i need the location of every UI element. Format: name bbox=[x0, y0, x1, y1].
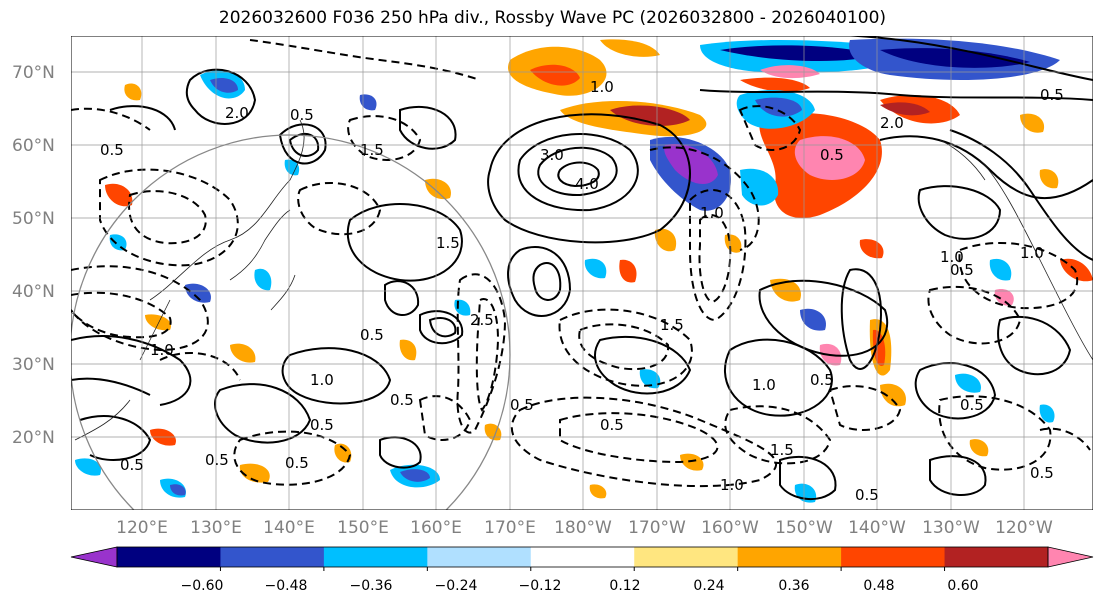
contour-label: 0.5 bbox=[360, 326, 384, 344]
colorbar-segment bbox=[427, 547, 532, 567]
lon-label: 150°E bbox=[337, 518, 389, 538]
colorbar-border bbox=[116, 546, 1049, 568]
colorbar-segment bbox=[530, 547, 635, 567]
lat-label-40: 40°N bbox=[12, 282, 55, 302]
lon-label: 160°W bbox=[701, 518, 759, 538]
contour-label: 0.5 bbox=[310, 416, 334, 434]
contour-label: 0.5 bbox=[810, 371, 834, 389]
contour-label: 0.5 bbox=[1040, 86, 1064, 104]
contour-label: 0.5 bbox=[205, 451, 229, 469]
colorbar-label: 0.36 bbox=[778, 578, 809, 594]
colorbar-label: 0.48 bbox=[863, 578, 894, 594]
contour-label: 1.0 bbox=[700, 204, 724, 222]
lon-label: 140°W bbox=[848, 518, 906, 538]
colorbar-arrow-left bbox=[70, 546, 118, 568]
lon-label: 160°E bbox=[410, 518, 462, 538]
colorbar bbox=[70, 546, 1094, 571]
contour-label: 0.5 bbox=[1030, 464, 1054, 482]
colorbar-segment bbox=[634, 547, 739, 567]
contour-label: 0.5 bbox=[600, 416, 624, 434]
contour-label: 0.5 bbox=[120, 456, 144, 474]
colorbar-segment bbox=[737, 547, 842, 567]
contour-label: 1.0 bbox=[752, 376, 776, 394]
colorbar-label: −0.60 bbox=[181, 578, 224, 594]
contour-label: 0.5 bbox=[960, 396, 984, 414]
contour-label: 0.5 bbox=[855, 486, 879, 504]
colorbar-label: −0.12 bbox=[519, 578, 562, 594]
colorbar-label: −0.36 bbox=[350, 578, 393, 594]
contour-label: 4.0 bbox=[575, 175, 599, 193]
contour-label: 0.5 bbox=[390, 391, 414, 409]
contour-label: 2.5 bbox=[470, 311, 494, 329]
contour-label: 2.0 bbox=[880, 114, 904, 132]
colorbar-label: 0.24 bbox=[693, 578, 724, 594]
lat-label-60: 60°N bbox=[12, 136, 55, 156]
colorbar-label: 0.60 bbox=[947, 578, 978, 594]
map-area: 4.0 3.0 2.0 2.0 1.5 1.5 1.5 1.5 1.0 1.0 … bbox=[71, 36, 1093, 510]
contour-labels: 4.0 3.0 2.0 2.0 1.5 1.5 1.5 1.5 1.0 1.0 … bbox=[100, 78, 1064, 504]
lon-label: 150°W bbox=[775, 518, 833, 538]
colorbar-segment bbox=[117, 547, 221, 567]
colorbar-segment bbox=[944, 547, 1049, 567]
lat-label-20: 20°N bbox=[12, 428, 55, 448]
colorbar-arrow-right bbox=[1047, 546, 1094, 568]
lon-label: 130°E bbox=[190, 518, 242, 538]
lon-label: 120°E bbox=[116, 518, 168, 538]
contour-label: 0.5 bbox=[950, 261, 974, 279]
contour-label: 1.5 bbox=[360, 141, 384, 159]
map-title: 2026032600 F036 250 hPa div., Rossby Wav… bbox=[218, 8, 887, 28]
rossby-wave-contours bbox=[71, 36, 1093, 501]
contour-label: 1.0 bbox=[940, 248, 964, 266]
colorbar-label: −0.24 bbox=[435, 578, 478, 594]
colorbar-segment bbox=[841, 547, 946, 567]
colorbar-labels: −0.60 −0.48 −0.36 −0.24 −0.12 0.12 0.24 … bbox=[181, 578, 979, 594]
contour-label: 1.5 bbox=[770, 441, 794, 459]
graticule bbox=[71, 36, 1093, 510]
lon-label: 120°W bbox=[995, 518, 1053, 538]
contour-label: 0.5 bbox=[100, 141, 124, 159]
contour-label: 1.0 bbox=[720, 476, 744, 494]
contour-label: 1.5 bbox=[436, 234, 460, 252]
longitude-labels: 120°E 130°E 140°E 150°E 160°E 170°E 180°… bbox=[116, 518, 1053, 538]
lon-label: 140°E bbox=[263, 518, 315, 538]
contour-label: 0.5 bbox=[285, 454, 309, 472]
contour-label: 0.5 bbox=[820, 146, 844, 164]
contour-label: 1.0 bbox=[310, 371, 334, 389]
contour-label: 1.0 bbox=[590, 78, 614, 96]
colorbar-label: −0.48 bbox=[265, 578, 308, 594]
reference-circle bbox=[71, 134, 511, 510]
lat-label-50: 50°N bbox=[12, 209, 55, 229]
lon-label: 170°W bbox=[628, 518, 686, 538]
contour-label: 3.0 bbox=[540, 146, 564, 164]
lon-label: 130°W bbox=[922, 518, 980, 538]
contour-label: 1.0 bbox=[1020, 244, 1044, 262]
contour-label: 1.5 bbox=[660, 316, 684, 334]
lon-label: 180°W bbox=[554, 518, 612, 538]
colorbar-segment bbox=[323, 547, 428, 567]
latitude-labels: 70°N 60°N 50°N 40°N 30°N 20°N bbox=[12, 63, 55, 448]
contour-label: 0.5 bbox=[510, 396, 534, 414]
lat-label-70: 70°N bbox=[12, 63, 55, 83]
contour-label: 2.0 bbox=[225, 104, 249, 122]
contour-label: 1.0 bbox=[150, 341, 174, 359]
lat-label-30: 30°N bbox=[12, 355, 55, 375]
contour-label: 0.5 bbox=[290, 106, 314, 124]
colorbar-label: 0.12 bbox=[609, 578, 640, 594]
colorbar-segment bbox=[220, 547, 325, 567]
lon-label: 170°E bbox=[484, 518, 536, 538]
